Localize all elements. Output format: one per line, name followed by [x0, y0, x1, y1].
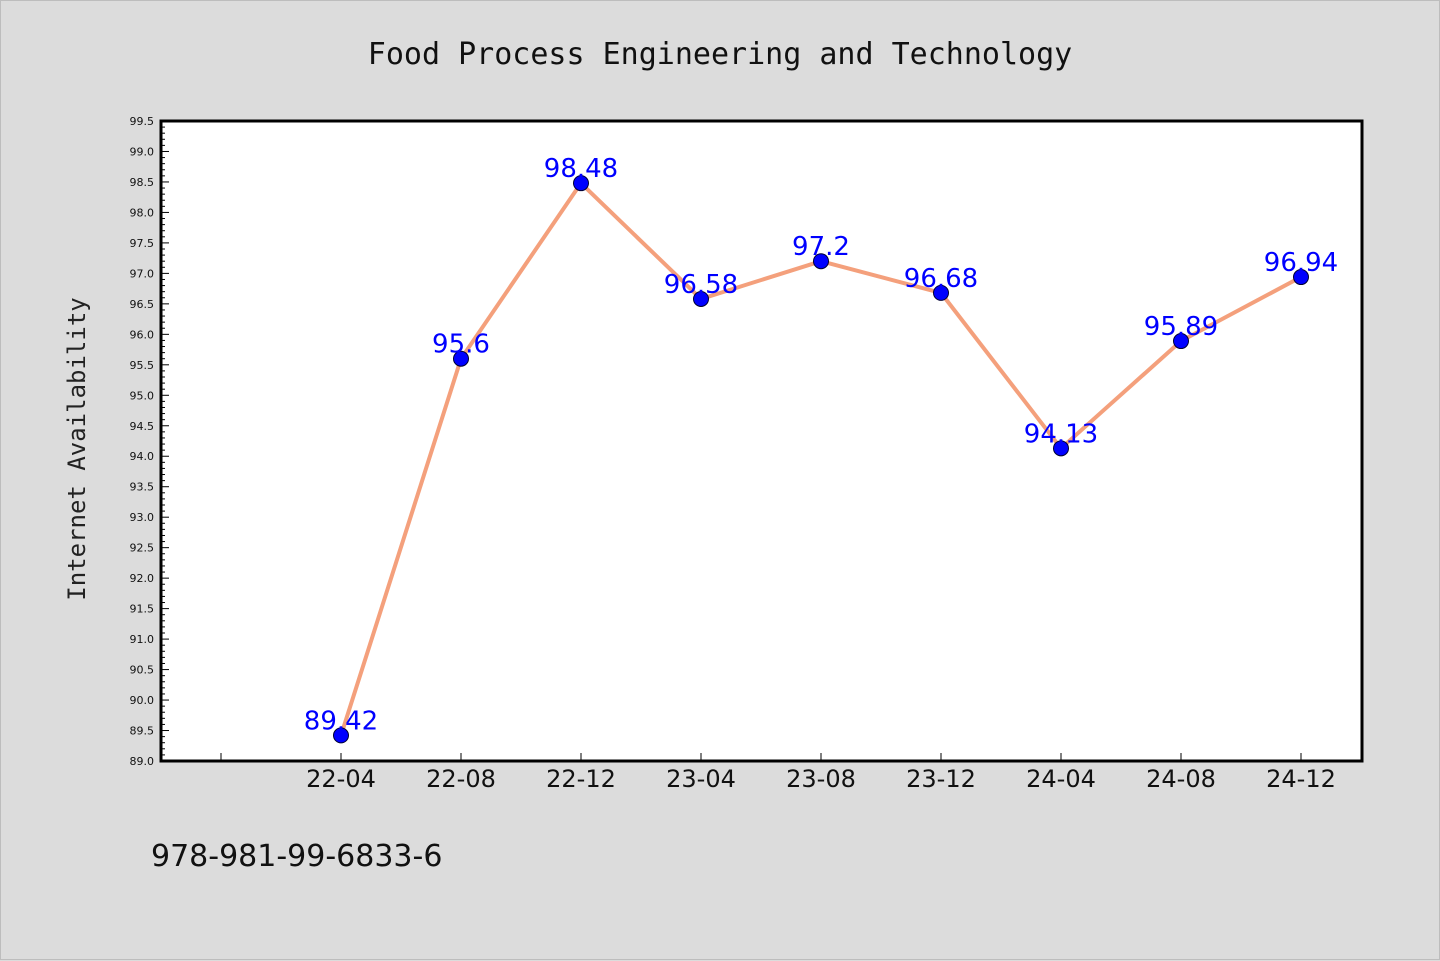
data-label: 94.13 — [1024, 419, 1098, 449]
data-labels: 89.42 95.6 98.48 96.58 97.2 96.68 94.13 95.89 96… — [304, 154, 1338, 736]
x-tick-label: 24-12 — [1266, 765, 1336, 793]
data-point — [1173, 333, 1189, 350]
data-label: 95.6 — [432, 330, 490, 360]
y-tick-label: 89.5 — [130, 725, 155, 738]
y-tick-label: 92.0 — [130, 572, 155, 585]
plot-area — [161, 121, 1362, 761]
footer-isbn: 978-981-99-6833-6 — [151, 839, 442, 874]
x-tick-label: 23-12 — [906, 765, 976, 793]
data-point — [1293, 269, 1309, 286]
series-markers — [333, 175, 1309, 744]
y-tick-label: 96.5 — [130, 298, 155, 311]
y-axis: 89.0 89.5 90.0 90.5 91.0 91.5 92.0 92.5 93.0 93.5… — [130, 115, 169, 768]
x-tick-label: 24-04 — [1026, 765, 1096, 793]
y-tick-label: 93.0 — [130, 511, 155, 524]
y-tick-label: 98.0 — [130, 206, 155, 219]
data-label: 96.94 — [1264, 248, 1338, 278]
y-tick-label: 98.5 — [130, 176, 155, 189]
x-tick-label: 23-04 — [666, 765, 736, 793]
y-tick-label: 93.5 — [130, 481, 155, 494]
y-tick-label: 89.0 — [130, 755, 155, 768]
x-axis: 22-04 22-08 22-12 23-04 23-08 23-12 24-04 24-08… — [220, 753, 1336, 793]
y-axis-label: Internet Availability — [63, 297, 91, 600]
data-label: 96.68 — [904, 264, 978, 294]
data-label: 97.2 — [792, 232, 850, 262]
chart-title: Food Process Engineering and Technology — [368, 37, 1072, 72]
y-tick-label: 92.5 — [130, 542, 155, 555]
y-tick-label: 99.5 — [130, 115, 155, 128]
y-tick-label: 99.0 — [130, 145, 155, 158]
data-point — [573, 175, 589, 192]
data-point — [693, 290, 709, 307]
x-tick-label: 22-08 — [426, 765, 496, 793]
y-tick-label: 95.5 — [130, 359, 155, 372]
data-label: 98.48 — [544, 154, 618, 184]
data-point — [813, 253, 829, 270]
data-label: 96.58 — [664, 270, 738, 300]
y-tick-label: 95.0 — [130, 389, 155, 402]
x-tick-label: 23-08 — [786, 765, 856, 793]
y-tick-label: 90.5 — [130, 664, 155, 677]
plot-frame — [159, 119, 1364, 763]
y-tick-label: 91.0 — [130, 633, 155, 646]
y-tick-label: 94.5 — [130, 420, 155, 433]
y-tick-label: 97.5 — [130, 237, 155, 250]
x-tick-label: 22-04 — [306, 765, 376, 793]
x-tick-label: 22-12 — [546, 765, 616, 793]
y-tick-label: 94.0 — [130, 450, 155, 463]
data-point — [453, 350, 469, 367]
y-tick-label: 96.0 — [130, 328, 155, 341]
data-label: 95.89 — [1144, 312, 1218, 342]
y-tick-label: 91.5 — [130, 603, 155, 616]
x-tick-label: 24-08 — [1146, 765, 1216, 793]
data-point — [933, 284, 949, 301]
data-label: 89.42 — [304, 706, 378, 736]
y-tick-label: 90.0 — [130, 694, 155, 707]
data-point — [333, 727, 349, 744]
data-point — [1053, 440, 1069, 457]
y-tick-label: 97.0 — [130, 267, 155, 280]
